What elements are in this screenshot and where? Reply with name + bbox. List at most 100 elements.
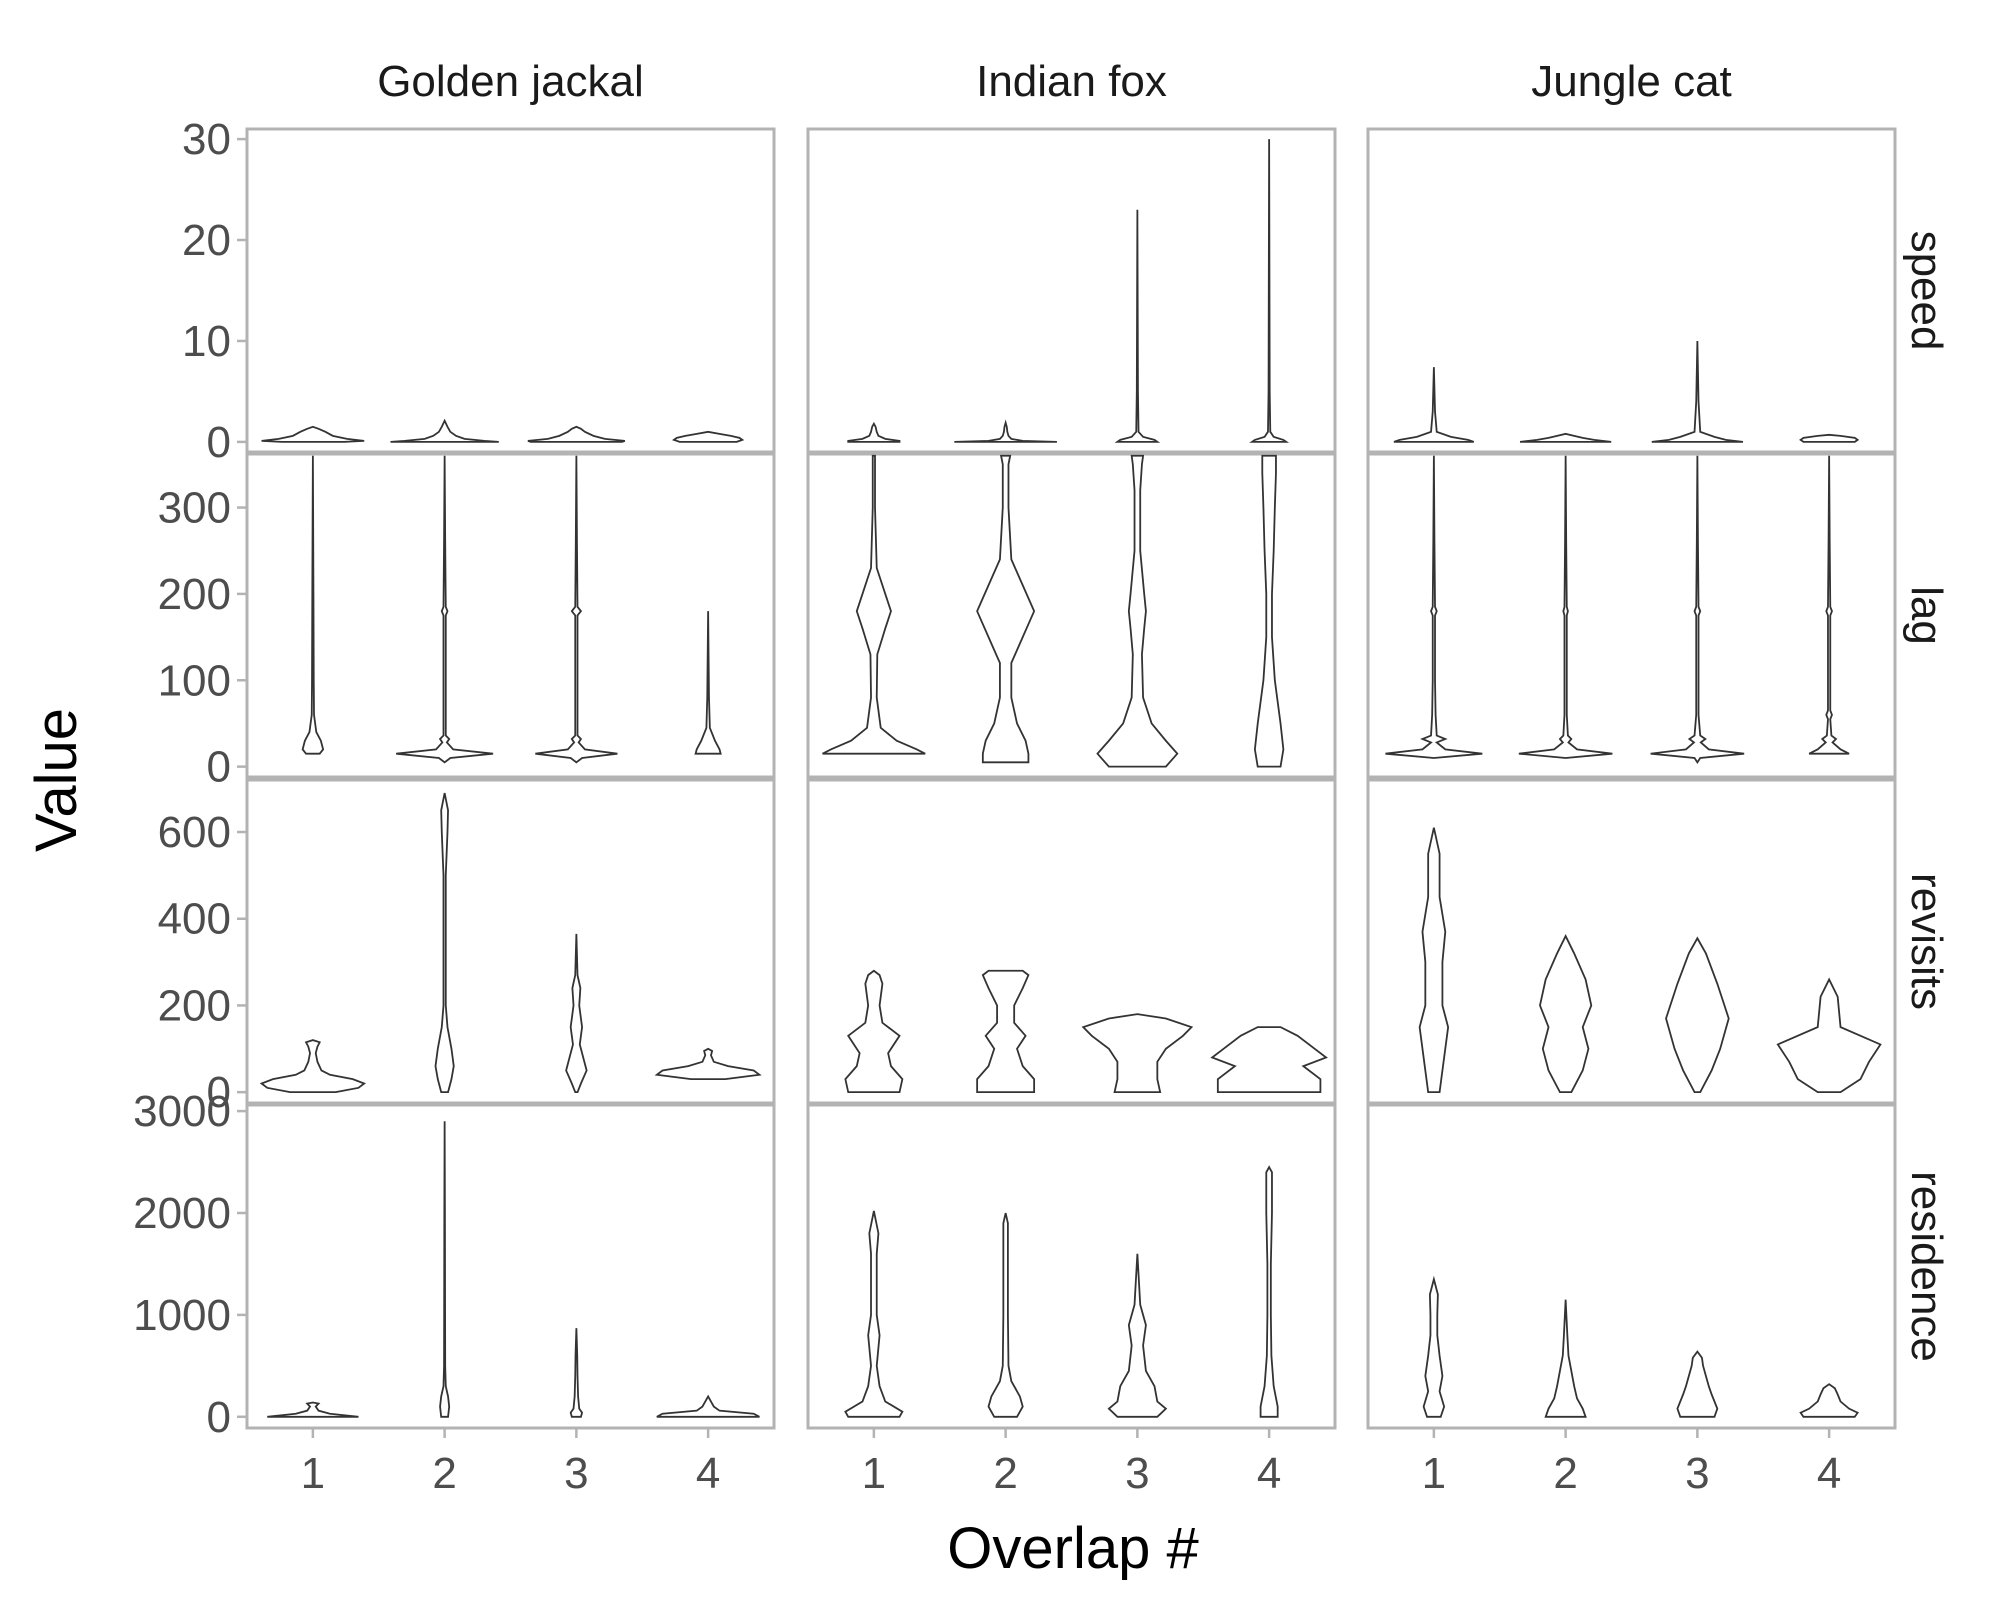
violin-jungle-cat-residence-4 <box>1799 1383 1859 1418</box>
violin-jungle-cat-speed-1 <box>1393 367 1475 443</box>
y-tick-label-lag-200: 200 <box>158 570 231 619</box>
violin-indian-fox-residence-3 <box>1107 1253 1168 1418</box>
violin-jungle-cat-speed-4 <box>1799 433 1860 443</box>
violin-golden-jackal-revisits-3 <box>565 933 588 1094</box>
violins-jungle-cat-revisits <box>1418 827 1882 1094</box>
violin-golden-jackal-speed-2 <box>390 418 499 443</box>
strip-label-speed: speed <box>1902 231 1951 351</box>
y-tick-label-revisits-600: 600 <box>158 808 231 857</box>
violins-indian-fox-revisits <box>844 969 1328 1094</box>
violin-indian-fox-speed-1 <box>847 421 901 443</box>
violin-jungle-cat-residence-3 <box>1676 1350 1719 1418</box>
violins-jungle-cat-speed <box>1393 340 1860 443</box>
violin-indian-fox-revisits-3 <box>1081 1013 1194 1094</box>
violin-indian-fox-revisits-4 <box>1210 1026 1328 1094</box>
panel-golden-jackal-residence <box>245 1103 776 1430</box>
strip-label-golden-jackal: Golden jackal <box>377 57 644 106</box>
violin-jungle-cat-revisits-2 <box>1539 934 1593 1094</box>
violin-golden-jackal-lag-1 <box>301 455 325 755</box>
violins-indian-fox-residence <box>844 1165 1279 1418</box>
x-tick-label-golden-jackal-4: 4 <box>696 1449 720 1498</box>
panel-golden-jackal-lag <box>245 452 776 779</box>
violin-golden-jackal-speed-4 <box>671 430 745 443</box>
x-tick-label-golden-jackal-2: 2 <box>432 1449 456 1498</box>
y-tick-label-revisits-0: 0 <box>207 1068 231 1117</box>
violin-golden-jackal-lag-4 <box>694 611 722 755</box>
strip-label-residence: residence <box>1902 1171 1951 1362</box>
violin-jungle-cat-lag-4 <box>1808 455 1850 755</box>
violin-jungle-cat-lag-1 <box>1385 455 1483 759</box>
violins-jungle-cat-residence <box>1422 1275 1859 1418</box>
violins-golden-jackal-revisits <box>259 792 762 1094</box>
panel-jungle-cat-residence <box>1366 1103 1897 1430</box>
x-axis-title: Overlap # <box>947 1516 1198 1581</box>
panel-jungle-cat-speed <box>1366 127 1897 454</box>
x-tick-label-indian-fox-2: 2 <box>993 1449 1017 1498</box>
violin-indian-fox-speed-4 <box>1249 139 1290 443</box>
panel-indian-fox-lag <box>806 452 1337 779</box>
y-tick-label-residence-1000: 1000 <box>133 1291 231 1340</box>
violin-jungle-cat-revisits-3 <box>1665 936 1730 1094</box>
violin-indian-fox-lag-2 <box>976 454 1036 764</box>
x-tick-label-jungle-cat-1: 1 <box>1422 1449 1446 1498</box>
violin-indian-fox-residence-1 <box>844 1210 904 1418</box>
y-tick-label-residence-0: 0 <box>207 1393 231 1442</box>
violin-golden-jackal-speed-1 <box>261 425 365 443</box>
y-tick-label-lag-300: 300 <box>158 484 231 533</box>
violin-jungle-cat-residence-1 <box>1422 1275 1446 1418</box>
violin-indian-fox-lag-3 <box>1096 454 1179 768</box>
violin-jungle-cat-residence-2 <box>1544 1299 1587 1418</box>
violin-golden-jackal-revisits-4 <box>654 1047 762 1081</box>
y-axis-title: Value <box>24 708 89 852</box>
x-tick-label-jungle-cat-4: 4 <box>1817 1449 1841 1498</box>
y-tick-label-speed-0: 0 <box>207 418 231 467</box>
violin-golden-jackal-residence-4 <box>656 1394 760 1418</box>
violin-jungle-cat-lag-2 <box>1518 455 1613 759</box>
violin-golden-jackal-residence-2 <box>439 1121 451 1418</box>
y-tick-label-lag-100: 100 <box>158 656 231 705</box>
strip-label-revisits: revisits <box>1902 873 1951 1010</box>
x-tick-label-jungle-cat-3: 3 <box>1685 1449 1709 1498</box>
strip-label-lag: lag <box>1902 586 1951 645</box>
y-tick-label-speed-20: 20 <box>182 216 231 265</box>
violin-indian-fox-speed-3 <box>1114 209 1161 443</box>
violin-indian-fox-lag-4 <box>1253 454 1285 768</box>
violin-indian-fox-lag-1 <box>822 454 926 755</box>
violin-golden-jackal-speed-3 <box>527 425 626 443</box>
violins-golden-jackal-lag <box>301 455 722 764</box>
x-tick-label-indian-fox-4: 4 <box>1257 1449 1281 1498</box>
violin-golden-jackal-residence-1 <box>267 1401 359 1418</box>
x-tick-label-golden-jackal-3: 3 <box>564 1449 588 1498</box>
violin-jungle-cat-revisits-4 <box>1776 977 1882 1094</box>
violin-golden-jackal-revisits-1 <box>259 1039 367 1094</box>
y-tick-label-speed-10: 10 <box>182 317 231 366</box>
violin-indian-fox-revisits-1 <box>844 969 904 1094</box>
y-tick-label-revisits-200: 200 <box>158 981 231 1030</box>
violins-indian-fox-lag <box>822 454 1285 768</box>
panel-golden-jackal-revisits <box>245 778 776 1105</box>
violins-golden-jackal-speed <box>261 418 745 443</box>
x-tick-label-indian-fox-3: 3 <box>1125 1449 1149 1498</box>
x-tick-label-indian-fox-1: 1 <box>862 1449 886 1498</box>
panel-indian-fox-speed <box>806 127 1337 454</box>
violin-jungle-cat-lag-3 <box>1650 455 1745 764</box>
violin-indian-fox-residence-2 <box>987 1212 1024 1418</box>
violin-golden-jackal-revisits-2 <box>434 792 455 1094</box>
violin-jungle-cat-speed-2 <box>1519 432 1612 443</box>
panel-indian-fox-residence <box>806 1103 1337 1430</box>
x-tick-label-jungle-cat-2: 2 <box>1553 1449 1577 1498</box>
violin-golden-jackal-residence-3 <box>569 1328 584 1418</box>
x-tick-label-golden-jackal-1: 1 <box>301 1449 325 1498</box>
strip-label-indian-fox: Indian fox <box>976 57 1167 106</box>
panel-golden-jackal-speed <box>245 127 776 454</box>
strips-layer: Golden jackal Indian fox Jungle cat speed la… <box>377 57 1951 1362</box>
panel-jungle-cat-lag <box>1366 452 1897 779</box>
violin-jungle-cat-revisits-1 <box>1418 827 1450 1094</box>
violins-jungle-cat-lag <box>1385 455 1850 764</box>
violin-golden-jackal-lag-2 <box>396 455 494 764</box>
violins-indian-fox-speed <box>847 139 1290 443</box>
y-tick-label-revisits-400: 400 <box>158 895 231 944</box>
y-tick-label-residence-3000: 3000 <box>133 1087 231 1136</box>
violin-jungle-cat-speed-3 <box>1651 340 1744 443</box>
